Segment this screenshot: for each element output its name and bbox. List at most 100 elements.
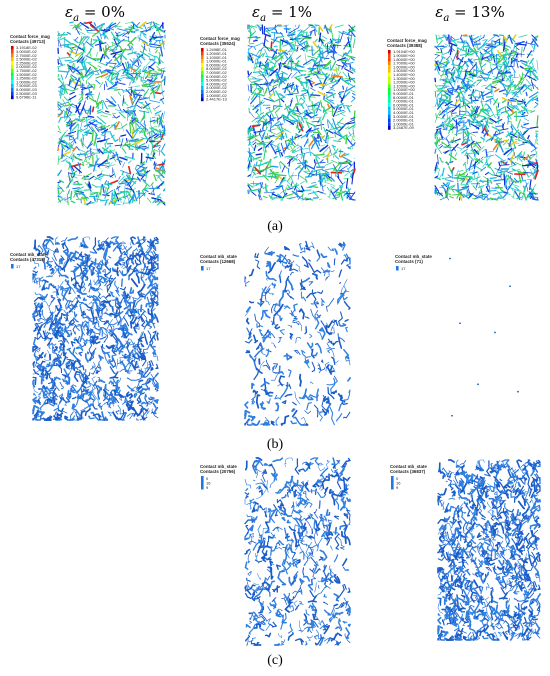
contact (280, 78, 286, 81)
contact (321, 359, 324, 364)
contact (271, 282, 276, 289)
contact (498, 170, 509, 174)
contact (479, 109, 490, 117)
contact (323, 76, 328, 85)
contact (271, 193, 282, 199)
contact (162, 111, 165, 119)
contact (251, 124, 261, 128)
contact (114, 261, 122, 266)
contact (57, 190, 64, 197)
contact (320, 65, 323, 74)
contact (482, 39, 486, 42)
contact (157, 82, 160, 87)
contact (80, 407, 86, 412)
legend-entry: 17 (16, 264, 21, 269)
contact (105, 21, 113, 31)
contact (291, 31, 296, 35)
contact (151, 72, 155, 77)
contact (485, 120, 490, 128)
contact (341, 558, 348, 567)
contact (94, 174, 105, 181)
contact (66, 107, 71, 118)
contact (434, 129, 439, 135)
contact (524, 186, 527, 193)
contact (84, 182, 92, 192)
contact (519, 130, 525, 140)
contact (110, 96, 117, 104)
contact (446, 184, 451, 190)
contact (77, 52, 84, 60)
contact (75, 104, 81, 115)
contact (43, 352, 47, 358)
contact (256, 111, 262, 119)
contact (317, 466, 326, 472)
contact (266, 60, 270, 69)
contact (246, 514, 255, 519)
contact (128, 26, 139, 31)
contact (337, 337, 343, 349)
contact (284, 263, 293, 272)
contact (129, 287, 135, 295)
contact (466, 185, 472, 197)
contact (515, 43, 527, 46)
contact (300, 185, 305, 192)
contact (308, 259, 312, 262)
contact (494, 88, 500, 93)
contact (249, 620, 253, 624)
contact (492, 74, 504, 81)
contact (348, 35, 352, 41)
legend-swatch (11, 57, 14, 62)
contact (339, 281, 341, 285)
contact (530, 110, 536, 113)
contact (332, 162, 341, 171)
contact (506, 185, 511, 189)
contact (268, 130, 278, 135)
contact (92, 237, 98, 254)
contact (76, 124, 80, 136)
contact (502, 41, 506, 52)
legend-entry: 1.0000E-01 (393, 121, 414, 126)
contact (458, 96, 462, 102)
contact (276, 150, 283, 154)
contact (269, 93, 274, 98)
contact (301, 277, 311, 283)
contact (156, 131, 164, 141)
contact (101, 343, 104, 353)
contact (336, 175, 344, 185)
contact (291, 62, 299, 65)
contact (477, 383, 479, 386)
contact (254, 82, 259, 85)
contact (451, 414, 453, 417)
contact (143, 80, 149, 84)
contact (482, 160, 488, 168)
contact (96, 92, 101, 104)
contact (113, 69, 119, 73)
contact (32, 338, 37, 347)
contact (33, 266, 37, 270)
contact (77, 100, 83, 105)
contact (97, 366, 102, 371)
legend-swatch (11, 61, 14, 65)
contact (480, 136, 486, 141)
contact (460, 127, 470, 131)
contact (345, 326, 348, 333)
contact (521, 124, 524, 129)
contact (483, 49, 493, 55)
contact (473, 161, 477, 170)
contact (291, 540, 294, 551)
contact (84, 407, 91, 417)
contact (497, 106, 505, 112)
contact (469, 35, 478, 42)
contact (305, 164, 316, 170)
contact (145, 172, 148, 182)
legend-entry: 4.0000E-01 (393, 110, 414, 115)
contact (248, 540, 257, 545)
contact (77, 30, 86, 35)
contact (461, 142, 467, 146)
contact (453, 65, 462, 74)
contact (130, 278, 139, 288)
contact (515, 47, 520, 51)
contact (482, 90, 493, 97)
contact (312, 272, 319, 280)
contact (313, 163, 317, 169)
